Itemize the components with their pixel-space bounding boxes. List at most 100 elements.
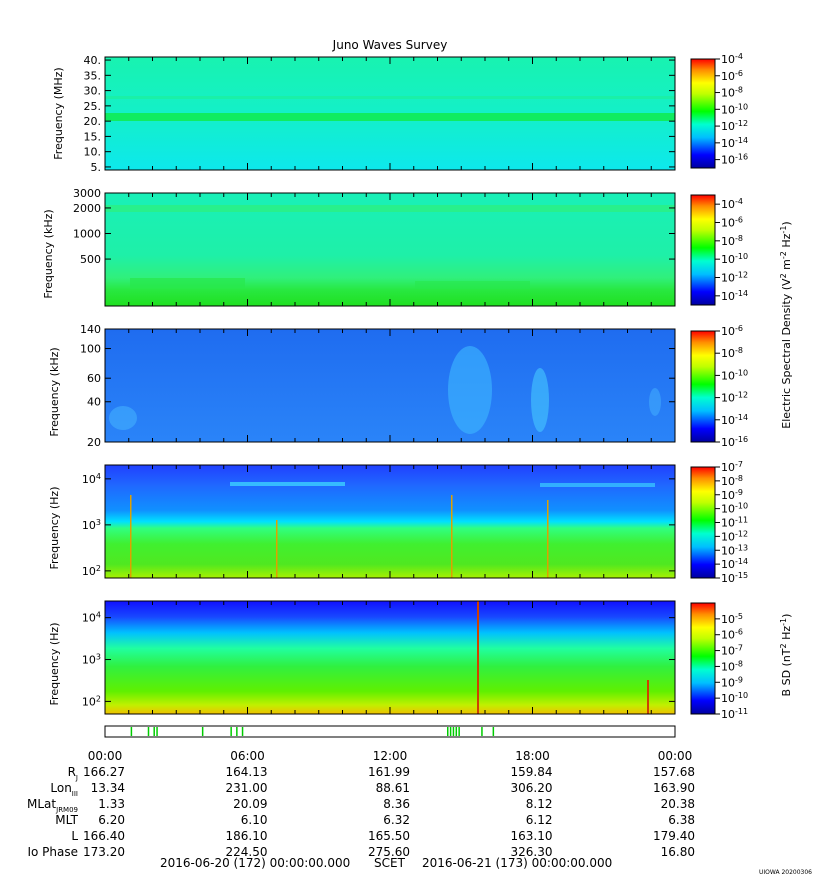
ephemeris-value: 6.20 xyxy=(98,813,125,827)
y-tick-base: 10 xyxy=(82,565,96,578)
colorbar-tick-label: 10-10 xyxy=(721,102,748,117)
ephemeris-value: 6.32 xyxy=(383,813,410,827)
panel-2-lowfreq-bump-2 xyxy=(415,281,530,289)
colorbar-tick-label: 10-14 xyxy=(721,412,748,427)
colorbar-tick-label: 10-6 xyxy=(721,627,743,642)
colorbar-tick-base: 10 xyxy=(721,692,735,705)
colorbar-tick-base: 10 xyxy=(721,87,735,100)
mode-bar-mark xyxy=(481,727,483,736)
y-tick-label: 3000 xyxy=(73,187,101,200)
ephemeris-value: 165.50 xyxy=(368,829,410,843)
colorbar-tick-label: 10-10 xyxy=(721,691,748,706)
colorbar-tick-exp: -12 xyxy=(735,119,748,128)
colorbar-tick-base: 10 xyxy=(721,475,735,488)
ephemeris-value: 161.99 xyxy=(368,765,410,779)
ephemeris-value: 166.40 xyxy=(83,829,125,843)
colorbar-tick-label: 10-10 xyxy=(721,501,748,516)
panel-5-frame xyxy=(104,600,676,715)
colorbar-tick-exp: -6 xyxy=(735,215,743,224)
colorbar-tick-exp: -10 xyxy=(735,691,748,700)
panel-5-spectrogram xyxy=(105,601,675,714)
ephemeris-table: RJ 166.27 164.13 161.99 159.84 157.68 LonIII 13… xyxy=(27,765,695,859)
mode-bar xyxy=(104,725,676,738)
panel-1-colorbar-scale xyxy=(690,58,716,169)
ephemeris-value: 306.20 xyxy=(511,781,553,795)
ephemeris-label-text: MLT xyxy=(55,813,78,827)
ephemeris-value: 163.90 xyxy=(653,781,695,795)
colorbar-tick-label: 10-6 xyxy=(721,68,743,83)
panel-3-emission-blob-4 xyxy=(649,388,661,416)
colorbar-tick-label: 10-10 xyxy=(721,252,748,267)
mode-bar-mark xyxy=(130,727,133,736)
colorbar-tick-exp: -11 xyxy=(735,515,748,524)
panel-4-spike-4 xyxy=(547,500,549,578)
y-tick-base: 10 xyxy=(82,695,96,708)
colorbar-tick-base: 10 xyxy=(721,325,735,338)
scet-end: 2016-06-21 (173) 00:00:00.000 xyxy=(422,856,612,870)
colorbar-tick-label: 10-8 xyxy=(721,85,743,100)
y-tick-label: 60 xyxy=(87,372,101,385)
colorbar-tick-exp: -8 xyxy=(735,233,743,242)
colorbar-tick-label: 10-9 xyxy=(721,675,743,690)
colorbar-tick-exp: -6 xyxy=(735,68,743,77)
y-tick-label: 25. xyxy=(84,100,102,113)
ephemeris-value: 186.10 xyxy=(226,829,268,843)
ephemeris-value: 157.68 xyxy=(653,765,695,779)
colorbar-tick-exp: -6 xyxy=(735,324,743,333)
y-tick-exp: 2 xyxy=(96,563,101,572)
panel-1-yaxis: 5. 10. 15. 20. 25. 30. 35. 40. xyxy=(84,54,675,174)
colorbar-tick-exp: -11 xyxy=(735,707,748,716)
ephemeris-row-label: Io Phase xyxy=(27,845,78,859)
panel-2-yaxis: 500 1000 2000 3000 xyxy=(73,187,675,266)
panel-3-spectrogram xyxy=(105,329,675,442)
mode-bar-mark xyxy=(153,727,155,736)
colorbar-tick-label: 10-12 xyxy=(721,119,748,134)
panel-4-frame xyxy=(104,464,676,579)
colorbar-tick-label: 10-14 xyxy=(721,135,748,150)
colorbar-tick-base: 10 xyxy=(721,436,735,449)
colorbar-tick-label: 10-16 xyxy=(721,435,748,450)
electric-colorbar-label: Electric Spectral Density (V2 m-2 Hz-1) xyxy=(779,221,794,428)
colorbar-tick-base: 10 xyxy=(721,517,735,530)
mode-bar-mark xyxy=(447,727,449,736)
colorbar-tick-label: 10-6 xyxy=(721,215,743,230)
y-tick-label: 100 xyxy=(80,343,101,356)
colorbar-tick-label: 10-6 xyxy=(721,324,743,339)
panel-3-xticks xyxy=(104,329,676,442)
ephemeris-value: 13.34 xyxy=(91,781,125,795)
y-tick-label: 40 xyxy=(87,396,101,409)
y-tick-label: 40. xyxy=(84,54,102,67)
colorbar-tick-base: 10 xyxy=(721,217,735,230)
panel-1-xticks xyxy=(104,57,676,170)
ephemeris-row-label: L xyxy=(71,829,78,843)
mode-bar-mark xyxy=(452,727,455,736)
colorbar-tick-base: 10 xyxy=(721,137,735,150)
colorbar-tick-base: 10 xyxy=(721,290,735,303)
panel-5-ylabel: Frequency (Hz) xyxy=(48,623,61,706)
colorbar-tick-exp: -7 xyxy=(735,643,743,652)
colorbar-tick-exp: -12 xyxy=(735,270,748,279)
colorbar-tick-base: 10 xyxy=(721,154,735,167)
scet-label: SCET xyxy=(374,856,406,870)
ephemeris-value: 6.12 xyxy=(526,813,553,827)
time-tick-label: 18:00 xyxy=(515,749,550,763)
colorbar-tick-base: 10 xyxy=(721,392,735,405)
time-tick-label: 00:00 xyxy=(88,749,123,763)
panel-3-emission-blob xyxy=(448,346,492,434)
colorbar-tick-exp: -16 xyxy=(735,435,748,444)
panel-1-band-20mhz xyxy=(105,113,675,121)
panel-1: 5.10.15.20.25.30.35.40. Frequency (MHz) … xyxy=(52,52,748,174)
panel-3-emission-blob-3 xyxy=(109,406,137,430)
y-tick-exp: 4 xyxy=(96,610,101,619)
y-tick-base: 10 xyxy=(82,519,96,532)
colorbar-tick-base: 10 xyxy=(721,53,735,66)
colorbar-tick-label: 10-14 xyxy=(721,288,748,303)
ephemeris-label-text: Lon xyxy=(50,781,71,795)
ephemeris-value: 179.40 xyxy=(653,829,695,843)
y-tick-label: 102 xyxy=(82,694,101,709)
y-tick-label: 20 xyxy=(87,436,101,449)
